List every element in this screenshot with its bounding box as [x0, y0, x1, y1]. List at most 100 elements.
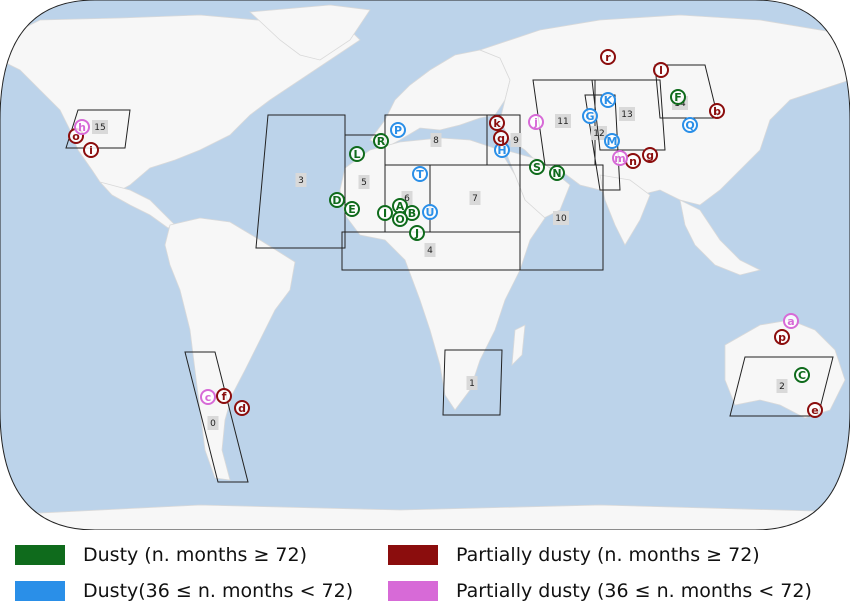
region-label-bg-13	[619, 107, 635, 121]
site-label-r: r	[605, 51, 611, 64]
site-circle-O	[392, 211, 408, 227]
site-label-e: e	[811, 404, 818, 417]
legend-swatch-dusty	[15, 545, 65, 565]
legend-label-dusty: Dusty (n. months ≥ 72)	[83, 544, 307, 566]
site-label-k: k	[493, 117, 501, 130]
site-label-I: I	[383, 207, 387, 220]
legend-label-partial: Partially dusty (n. months ≥ 72)	[456, 544, 760, 566]
site-circle-D	[329, 192, 345, 208]
legend-swatch-dusty_mid	[15, 581, 65, 601]
site-marker-b: b	[709, 103, 725, 119]
site-label-O: O	[395, 213, 404, 226]
site-marker-S: S	[529, 159, 545, 175]
site-marker-D: D	[329, 192, 345, 208]
site-circle-p	[774, 329, 790, 345]
site-marker-k: k	[489, 115, 505, 131]
site-label-p: p	[778, 331, 786, 344]
region-label-bg-8	[430, 133, 442, 147]
site-circle-M	[604, 133, 620, 149]
site-circle-g	[642, 147, 658, 163]
site-circle-U	[422, 204, 438, 220]
site-circle-E	[344, 201, 360, 217]
site-label-S: S	[533, 161, 541, 174]
region-label-1: 1	[469, 379, 475, 389]
site-marker-N: N	[549, 165, 565, 181]
site-label-F: F	[674, 91, 682, 104]
site-label-K: K	[604, 94, 613, 107]
site-circle-L	[349, 146, 365, 162]
site-label-A: A	[396, 200, 405, 213]
site-label-G: G	[585, 110, 594, 123]
site-label-o: o	[72, 130, 80, 143]
region-label-3: 3	[298, 176, 304, 186]
region-label-bg-7	[469, 191, 481, 205]
region-label-bg-2	[776, 379, 788, 393]
site-label-l: l	[659, 64, 663, 77]
continents	[0, 4, 850, 530]
site-marker-R: R	[373, 133, 389, 149]
site-label-N: N	[552, 167, 561, 180]
site-label-n: n	[629, 155, 637, 168]
legend-swatch-partial_mid	[388, 581, 438, 601]
site-circle-q	[493, 130, 509, 146]
region-label-bg-9	[510, 133, 522, 147]
site-marker-K: K	[600, 92, 616, 108]
site-label-D: D	[332, 194, 341, 207]
region-label-bg-3	[295, 173, 307, 187]
site-label-P: P	[394, 124, 402, 137]
site-marker-T: T	[412, 166, 428, 182]
south-america	[164, 217, 296, 481]
region-label-2: 2	[779, 382, 785, 392]
site-label-H: H	[497, 144, 506, 157]
site-marker-d: d	[234, 400, 250, 416]
site-marker-F: F	[670, 89, 686, 105]
site-circle-K	[600, 92, 616, 108]
legend-item-partial_mid: Partially dusty (36 ≤ n. months < 72)	[388, 576, 812, 606]
site-label-f: f	[222, 390, 227, 403]
site-label-c: c	[205, 391, 212, 404]
site-circle-c	[200, 389, 216, 405]
legend-item-partial: Partially dusty (n. months ≥ 72)	[388, 540, 760, 570]
site-marker-c: c	[200, 389, 216, 405]
site-label-d: d	[238, 402, 246, 415]
region-box-0	[184, 351, 249, 483]
region-label-0: 0	[210, 419, 216, 429]
site-label-J: J	[414, 227, 419, 240]
site-circle-i	[83, 142, 99, 158]
site-marker-r: r	[600, 49, 616, 65]
site-circle-e	[807, 402, 823, 418]
site-marker-l: l	[653, 62, 669, 78]
region-label-bg-4	[424, 243, 436, 257]
site-marker-O: O	[392, 211, 408, 227]
site-marker-q: q	[493, 130, 509, 146]
region-label-9: 9	[513, 136, 519, 146]
india	[599, 174, 651, 246]
region-label-bg-10	[553, 211, 569, 225]
site-label-b: b	[713, 105, 721, 118]
region-label-10: 10	[555, 214, 567, 224]
site-label-h: h	[78, 121, 86, 134]
site-label-C: C	[798, 369, 806, 382]
site-label-T: T	[416, 168, 424, 181]
region-label-bg-11	[555, 114, 571, 128]
site-circle-R	[373, 133, 389, 149]
region-label-12: 12	[593, 129, 604, 139]
site-label-U: U	[426, 206, 435, 219]
madagascar	[511, 324, 526, 367]
site-circle-F	[670, 89, 686, 105]
site-marker-f: f	[216, 388, 232, 404]
site-circle-d	[234, 400, 250, 416]
site-circle-C	[794, 367, 810, 383]
site-label-R: R	[377, 135, 386, 148]
site-circle-Q	[682, 117, 698, 133]
site-label-g: g	[646, 149, 654, 162]
region-label-8: 8	[433, 136, 439, 146]
site-label-j: j	[533, 116, 538, 129]
site-circle-S	[529, 159, 545, 175]
site-circle-a	[783, 313, 799, 329]
legend-label-dusty_mid: Dusty(36 ≤ n. months < 72)	[83, 580, 354, 602]
region-label-bg-1	[466, 376, 478, 390]
site-circle-T	[412, 166, 428, 182]
region-label-bg-15	[92, 120, 108, 134]
site-label-a: a	[787, 315, 794, 328]
